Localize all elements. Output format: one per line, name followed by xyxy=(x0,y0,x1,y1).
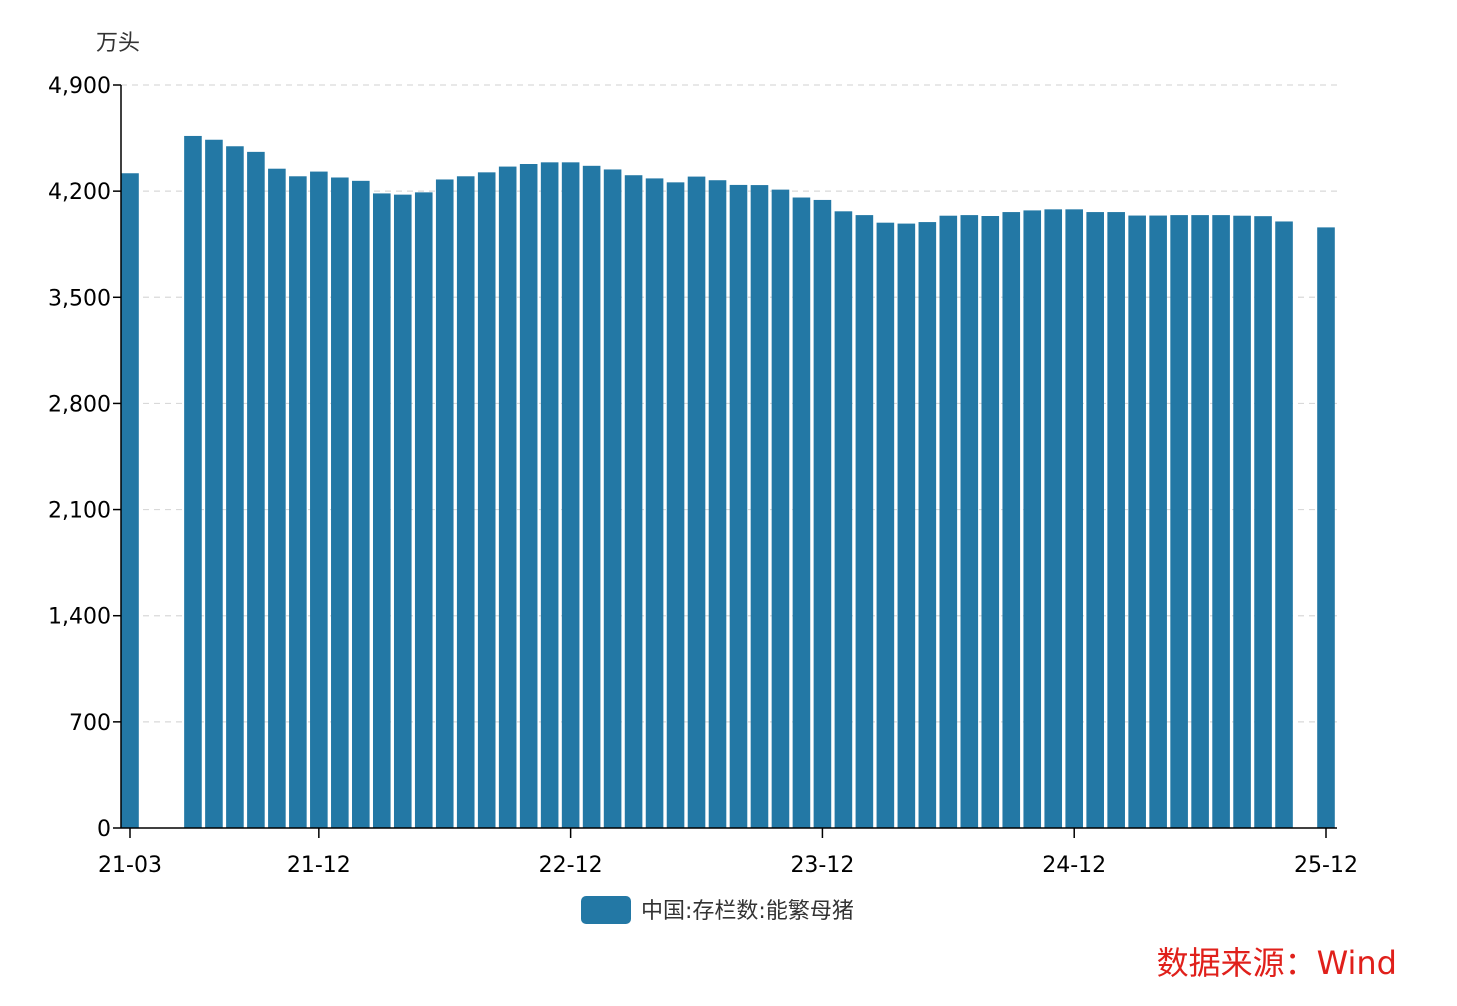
bar[interactable] xyxy=(897,223,916,829)
source-note: 数据来源：Wind xyxy=(1157,944,1397,982)
bar[interactable] xyxy=(1233,215,1251,829)
x-tick-label: 21-12 xyxy=(287,853,351,878)
bar[interactable] xyxy=(792,197,811,829)
legend-swatch xyxy=(581,896,631,924)
bar[interactable] xyxy=(876,222,895,829)
axes: 0 700 1,400 2,100 2,800 3,500 4,200 4,900 21-03 2… xyxy=(48,74,1358,878)
bar[interactable] xyxy=(435,179,454,828)
y-tick-label: 700 xyxy=(69,711,111,736)
bar[interactable] xyxy=(247,151,265,828)
bar[interactable] xyxy=(205,139,223,829)
bar[interactable] xyxy=(1149,215,1167,828)
bar[interactable] xyxy=(834,211,853,828)
bar[interactable] xyxy=(771,189,790,828)
bars xyxy=(121,135,1335,829)
bar[interactable] xyxy=(540,162,559,829)
bar[interactable] xyxy=(226,146,244,829)
y-tick-label: 2,100 xyxy=(48,499,111,524)
bar[interactable] xyxy=(918,222,937,828)
y-tick-label: 3,500 xyxy=(48,286,111,311)
bar[interactable] xyxy=(1128,215,1146,828)
bar[interactable] xyxy=(310,171,328,828)
y-tick-label: 4,900 xyxy=(48,74,111,99)
bar[interactable] xyxy=(184,135,202,828)
y-tick-label: 4,200 xyxy=(48,180,111,205)
bar[interactable] xyxy=(1170,215,1188,828)
bar[interactable] xyxy=(289,176,307,829)
bar[interactable] xyxy=(477,172,496,829)
bar[interactable] xyxy=(687,176,706,828)
bar[interactable] xyxy=(813,199,832,828)
bar[interactable] xyxy=(981,216,1000,828)
bar[interactable] xyxy=(372,193,391,828)
bar[interactable] xyxy=(268,168,286,828)
bar[interactable] xyxy=(1023,210,1042,828)
bar[interactable] xyxy=(603,169,622,829)
x-tick-label: 22-12 xyxy=(539,853,603,878)
bar[interactable] xyxy=(1191,215,1209,828)
bar[interactable] xyxy=(645,178,664,829)
y-tick-label: 0 xyxy=(97,817,111,842)
bar[interactable] xyxy=(498,166,517,828)
bar[interactable] xyxy=(1107,212,1125,828)
bar[interactable] xyxy=(352,180,370,828)
bar[interactable] xyxy=(561,162,580,829)
bar[interactable] xyxy=(393,194,412,829)
bar[interactable] xyxy=(1002,212,1021,828)
bar[interactable] xyxy=(939,215,958,829)
legend[interactable]: 中国:存栏数:能繁母猪 xyxy=(581,896,854,924)
y-tick-label: 1,400 xyxy=(48,605,111,630)
bar[interactable] xyxy=(1086,212,1104,828)
bar[interactable] xyxy=(1275,221,1293,829)
bar[interactable] xyxy=(1065,209,1084,829)
bar[interactable] xyxy=(708,180,727,828)
bar[interactable] xyxy=(1317,227,1335,828)
x-tick-label: 24-12 xyxy=(1042,853,1106,878)
bar[interactable] xyxy=(729,184,748,829)
bar[interactable] xyxy=(582,165,601,829)
bar[interactable] xyxy=(1212,215,1230,828)
bar[interactable] xyxy=(666,182,685,829)
y-tick-label: 2,800 xyxy=(48,392,111,417)
x-tick-label: 25-12 xyxy=(1294,853,1358,878)
y-axis-unit-label: 万头 xyxy=(96,31,140,56)
bar[interactable] xyxy=(1044,209,1063,829)
bar[interactable] xyxy=(750,185,769,829)
bar[interactable] xyxy=(121,173,139,829)
bar[interactable] xyxy=(624,175,643,828)
x-tick-label: 23-12 xyxy=(790,853,854,878)
bar[interactable] xyxy=(456,176,475,829)
legend-label: 中国:存栏数:能繁母猪 xyxy=(641,899,854,924)
bar[interactable] xyxy=(414,192,433,829)
bar[interactable] xyxy=(1254,216,1272,829)
bar[interactable] xyxy=(519,164,538,828)
x-tick-label: 21-03 xyxy=(98,853,162,878)
bar[interactable] xyxy=(855,215,874,828)
bar[interactable] xyxy=(331,177,349,829)
bar[interactable] xyxy=(960,215,979,828)
